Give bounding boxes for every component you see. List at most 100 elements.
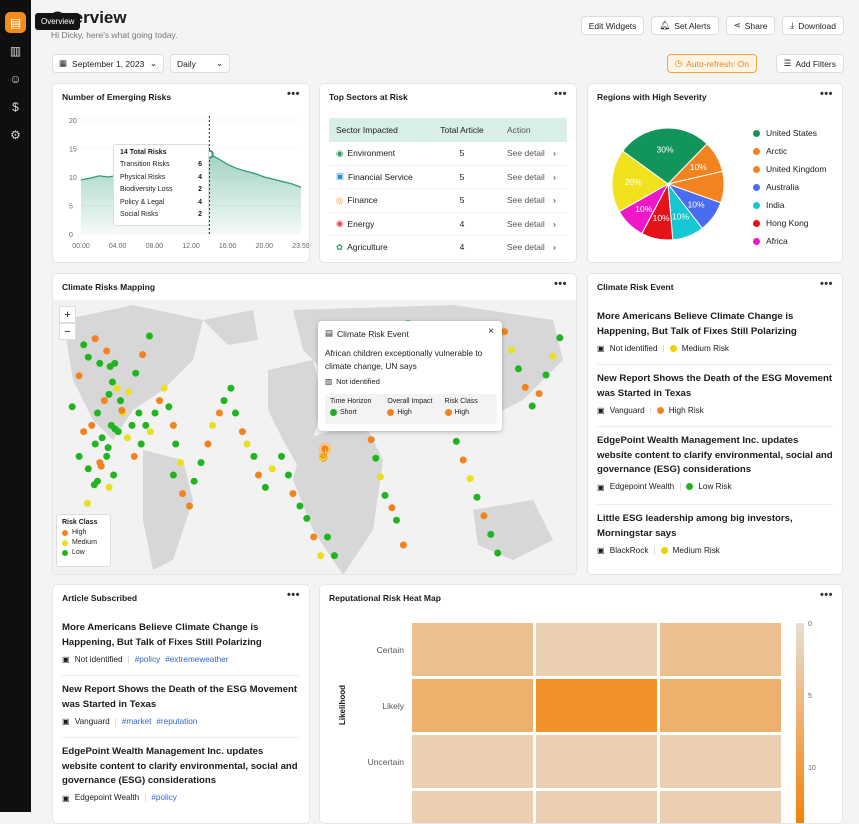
dollar-icon[interactable]: $ xyxy=(12,99,19,114)
event-item[interactable]: New Report Shows the Death of the ESG Mo… xyxy=(597,372,833,415)
page-subtitle: Hi Dicky, here's what going today. xyxy=(51,30,178,40)
article-tag[interactable]: #policy xyxy=(151,793,177,802)
risk-point xyxy=(139,351,147,359)
legend-label: United Kingdom xyxy=(766,164,827,174)
zoom-in-button[interactable]: + xyxy=(59,306,76,323)
risk-point xyxy=(310,533,318,541)
more-menu-button[interactable]: ••• xyxy=(819,88,833,100)
set-alerts-button[interactable]: 🔔︎ Set Alerts xyxy=(651,16,719,35)
risk-point xyxy=(91,440,99,448)
bar-chart-icon[interactable]: ▥ xyxy=(9,43,22,58)
set-alerts-label: Set Alerts xyxy=(674,20,711,31)
row-label: Uncertain xyxy=(367,756,404,767)
heat-cell[interactable] xyxy=(660,791,781,823)
chevron-down-icon: ⌄ xyxy=(215,58,223,68)
more-menu-button[interactable]: ••• xyxy=(286,88,300,100)
more-menu-button[interactable]: ••• xyxy=(819,278,833,290)
article-tag[interactable]: #policy xyxy=(134,654,161,664)
event-title: New Report Shows the Death of the ESG Mo… xyxy=(597,373,833,399)
see-detail-link[interactable]: See detail › xyxy=(503,219,567,229)
heat-cell[interactable] xyxy=(412,679,533,732)
event-title: EdgePoint Wealth Management Inc. updates… xyxy=(597,435,833,475)
see-detail-link[interactable]: See detail › xyxy=(503,172,567,182)
event-item[interactable]: EdgePoint Wealth Management Inc. updates… xyxy=(597,434,833,492)
color-scale-bar xyxy=(796,623,804,823)
legend-label: Low xyxy=(72,549,85,556)
y-axis-label: Likelihood xyxy=(338,685,347,725)
scale-tick-label: 0 xyxy=(808,621,812,628)
row-label: Likely xyxy=(382,700,404,711)
article-count: 5 xyxy=(459,148,465,159)
article-tag[interactable]: #reputation xyxy=(156,716,198,726)
close-icon[interactable]: × xyxy=(488,326,494,337)
more-menu-button[interactable]: ••• xyxy=(286,589,300,601)
risk-point xyxy=(367,436,375,444)
pie-slice-label: 10% xyxy=(672,211,689,221)
article-tag[interactable]: #extremeweather xyxy=(165,654,229,664)
more-menu-button[interactable]: ••• xyxy=(819,589,833,601)
overview-icon[interactable]: ▤ xyxy=(5,12,26,33)
map-legend-title: Risk Class xyxy=(62,519,98,526)
attribute-value: High xyxy=(387,409,434,416)
risk-point xyxy=(142,421,150,429)
article-source: Vanguard xyxy=(74,716,110,726)
auto-refresh-toggle[interactable]: ◷ Auto-refresh: On xyxy=(666,54,757,73)
legend-label: United States xyxy=(766,128,818,138)
download-button[interactable]: ⤓ Download xyxy=(782,16,844,35)
heat-cell[interactable] xyxy=(660,679,781,732)
nav-tooltip: Overview xyxy=(35,13,81,30)
heat-cell[interactable] xyxy=(412,791,533,823)
risk-point xyxy=(176,459,184,467)
card-icon: ▣ xyxy=(336,171,345,182)
article-item[interactable]: More Americans Believe Climate Change is… xyxy=(62,621,300,664)
risk-point xyxy=(113,384,121,392)
clock-icon: ◷ xyxy=(674,58,683,68)
heat-cell[interactable] xyxy=(660,623,781,676)
see-detail-link[interactable]: See detail › xyxy=(503,195,567,205)
heat-cell[interactable] xyxy=(660,735,781,788)
pie-legend-item: Arctic xyxy=(753,142,826,160)
map-legend-item: High xyxy=(62,529,105,536)
attribute-dot xyxy=(387,409,395,416)
risk-point xyxy=(250,452,258,460)
map-legend-item: Medium xyxy=(62,539,105,546)
see-detail-link[interactable]: See detail › xyxy=(503,242,567,252)
table-row: ◉ Environment 5 See detail › xyxy=(329,142,567,166)
more-menu-button[interactable]: ••• xyxy=(553,278,567,290)
tooltip-row-label: Physical Risks xyxy=(120,173,166,181)
heat-cell[interactable] xyxy=(536,735,657,788)
zoom-out-button[interactable]: − xyxy=(59,323,76,340)
auto-refresh-label: Auto-refresh: On xyxy=(686,58,749,69)
risk-point xyxy=(473,493,481,501)
share-button[interactable]: ⋖ Share xyxy=(725,16,776,35)
article-meta: ▣ Not identified | #policy #extremeweather xyxy=(62,654,300,665)
period-select[interactable]: Daily ⌄ xyxy=(170,54,230,73)
date-picker[interactable]: ▦ September 1, 2023 ⌄ xyxy=(52,54,164,73)
article-item[interactable]: EdgePoint Wealth Management Inc. updates… xyxy=(62,745,300,803)
heat-cell[interactable] xyxy=(536,791,657,823)
article-item[interactable]: New Report Shows the Death of the ESG Mo… xyxy=(62,683,300,726)
see-detail-link[interactable]: See detail › xyxy=(503,148,567,158)
users-icon[interactable]: ☺ xyxy=(9,71,22,86)
edit-widgets-button[interactable]: Edit Widgets xyxy=(580,16,645,35)
chevron-down-icon: ⌄ xyxy=(149,58,157,68)
risk-point xyxy=(209,421,216,429)
event-item[interactable]: Little ESG leadership among big investor… xyxy=(597,512,833,555)
risk-point xyxy=(98,434,106,442)
event-item[interactable]: More Americans Believe Climate Change is… xyxy=(597,310,833,353)
article-subscribed-card: Article Subscribed ••• More Americans Be… xyxy=(52,584,310,824)
attribute-value-label: Short xyxy=(340,409,357,416)
see-detail-label: See detail xyxy=(507,195,545,206)
add-filters-button[interactable]: ☰ Add Filters xyxy=(775,54,844,73)
event-source: Not identified xyxy=(609,343,658,353)
pie-legend-item: India xyxy=(753,196,826,214)
heat-cell[interactable] xyxy=(536,623,657,676)
heat-cell[interactable] xyxy=(412,735,533,788)
heat-cell[interactable] xyxy=(536,679,657,732)
heat-cell[interactable] xyxy=(412,623,533,676)
more-menu-button[interactable]: ••• xyxy=(553,88,567,100)
settings-icon[interactable]: ⚙ xyxy=(10,127,21,142)
tooltip-row-value: 4 xyxy=(198,173,202,181)
article-tag[interactable]: #market xyxy=(121,716,152,726)
x-tick-label: 04.00 xyxy=(109,243,127,250)
